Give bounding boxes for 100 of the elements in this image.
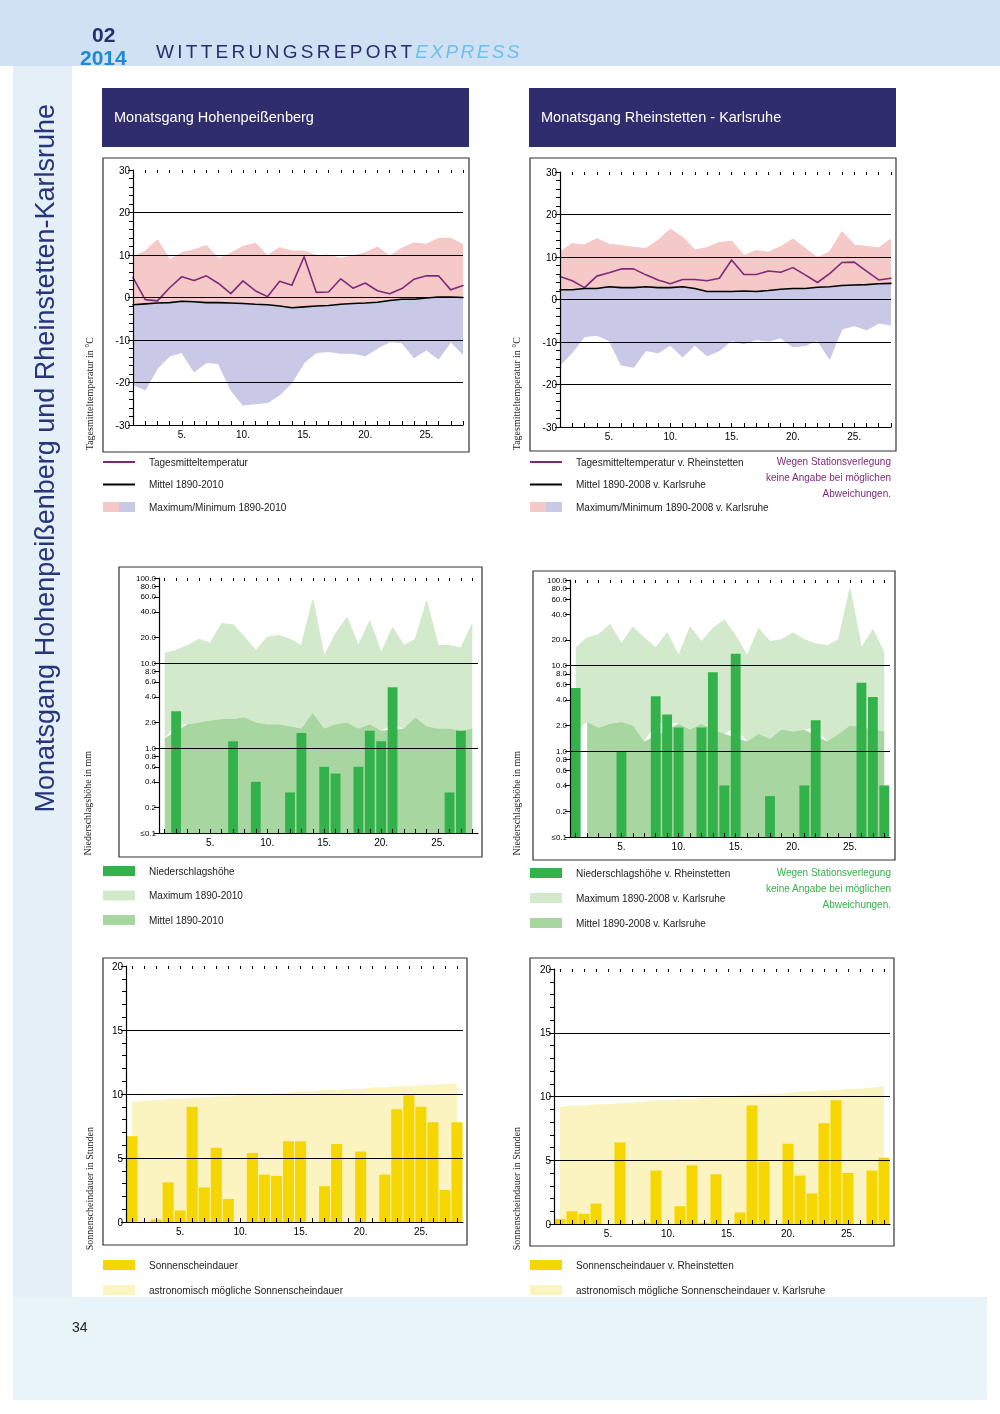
y-tick-label: 8.0 xyxy=(144,666,157,676)
y-tick-label: 20 xyxy=(111,960,124,972)
y-tick-label: 10 xyxy=(539,1091,552,1102)
y-tick-label: 20.0 xyxy=(140,632,157,642)
x-tick-label: 25. xyxy=(847,430,862,442)
y-tick-label: 10.0 xyxy=(551,661,568,671)
x-tick-label: 5. xyxy=(177,428,187,440)
y-axis-title: Sonnenscheindauer in Stunden xyxy=(84,1126,96,1250)
title-banner: Monatsgang Hohenpeißenberg xyxy=(102,88,469,147)
y-tick-label: 80.0 xyxy=(140,581,157,591)
x-tick-label: 15. xyxy=(728,840,743,852)
text: Monatsgang Hohenpeißenberg und Rheinstetten-Karlsruhe xyxy=(30,103,60,812)
y-tick-label: 30 xyxy=(118,164,131,176)
y-tick-label: 100.0 xyxy=(135,573,157,583)
y-tick-label: 10 xyxy=(118,249,131,261)
x-tick-label: 5. xyxy=(206,836,215,848)
x-tick-label: 5. xyxy=(175,1225,185,1237)
x-tick-label: 20. xyxy=(353,1225,368,1237)
legend-label: Niederschlagshöhe xyxy=(149,865,236,877)
y-tick-label: 60.0 xyxy=(551,594,568,604)
x-tick-label: 25. xyxy=(841,1227,855,1239)
legend-label: astronomisch mögliche Sonnenscheindauer v. Karlsruhe xyxy=(576,1284,826,1296)
y-tick-label: 6.0 xyxy=(144,677,157,687)
x-tick-label: 15. xyxy=(721,1227,735,1239)
x-tick-label: 25. xyxy=(419,428,434,440)
chart-title: Monatsgang Rheinstetten - Karlsruhe xyxy=(541,108,782,126)
y-tick-label: 2.0 xyxy=(555,721,568,731)
y-tick-label: 20.0 xyxy=(551,635,568,645)
y-tick-label: -20 xyxy=(542,379,558,390)
y-tick-label: 10.0 xyxy=(140,658,157,668)
legend-label: Sonnenscheindauer v. Rheinstetten xyxy=(576,1259,734,1271)
y-tick-label: 40.0 xyxy=(551,609,568,619)
y-axis-title: Tagesmitteltemperatur in °C xyxy=(511,336,523,450)
y-tick-label: 0.6 xyxy=(144,762,157,772)
x-tick-label: 20. xyxy=(358,428,373,440)
y-tick-label: 80.0 xyxy=(551,583,568,593)
x-tick-label: 10. xyxy=(260,836,275,848)
y-tick-label: 4.0 xyxy=(555,695,568,705)
y-tick-label: 2.0 xyxy=(144,717,157,727)
text: EXPRESS xyxy=(415,41,522,62)
y-tick-label: 0.8 xyxy=(144,751,157,761)
title-banner: Monatsgang Rheinstetten - Karlsruhe xyxy=(529,88,896,147)
x-tick-label: 25. xyxy=(413,1225,428,1237)
legend-label: Maximum 1890-2008 v. Karlsruhe xyxy=(576,892,726,904)
text: WITTERUNGSREPORT xyxy=(156,41,416,62)
x-tick-label: 20. xyxy=(785,840,800,852)
y-tick-label: ≤0.1 xyxy=(551,832,568,842)
x-tick-label: 10. xyxy=(661,1227,675,1239)
legend-label: Maximum/Minimum 1890-2008 v. Karlsruhe xyxy=(576,501,770,513)
legend-label: Tagesmitteltemperatur v. Rheinstetten xyxy=(576,456,744,468)
legend-label: astronomisch mögliche Sonnenscheindauer xyxy=(149,1284,344,1296)
y-tick-label: 100.0 xyxy=(546,575,568,585)
y-tick-label: 30 xyxy=(545,166,558,178)
legend-label: Mittel 1890-2008 v. Karlsruhe xyxy=(576,479,707,490)
x-tick-label: 25. xyxy=(431,836,446,848)
y-axis-title: Sonnenscheindauer in Stunden xyxy=(511,1126,523,1250)
x-tick-label: 15. xyxy=(293,1225,308,1237)
text: Wegen Stationsverlegung keine Angabe bei möglichen Abweichungen. xyxy=(764,866,891,912)
y-tick-label: 20 xyxy=(539,963,552,975)
y-tick-label: -30 xyxy=(115,419,131,431)
x-tick-label: 20. xyxy=(785,430,800,442)
x-tick-label: 10. xyxy=(663,430,678,442)
x-tick-label: 5. xyxy=(603,1227,613,1239)
legend-label: Sonnenscheindauer xyxy=(149,1259,239,1271)
text: 2014 xyxy=(80,46,127,69)
y-tick-label: 20 xyxy=(545,209,558,220)
x-tick-label: 10. xyxy=(671,840,686,852)
y-tick-label: -10 xyxy=(115,334,131,346)
y-tick-label: 60.0 xyxy=(140,592,157,602)
x-tick-label: 15. xyxy=(297,428,312,440)
text: 34 xyxy=(72,1318,88,1337)
y-tick-label: -10 xyxy=(542,336,558,348)
y-tick-label: ≤0.1 xyxy=(140,828,157,838)
y-tick-label: 15 xyxy=(111,1024,124,1036)
x-tick-label: 20. xyxy=(374,836,389,848)
y-tick-label: 40.0 xyxy=(140,607,157,617)
y-tick-label: -20 xyxy=(115,377,131,388)
legend-label: Mittel 1890-2008 v. Karlsruhe xyxy=(576,917,707,929)
x-tick-label: 10. xyxy=(233,1225,248,1237)
y-axis-title: Niederschlagshöhe in mm xyxy=(511,750,523,855)
y-tick-label: -30 xyxy=(542,421,558,433)
legend-label: Mittel 1890-2010 xyxy=(149,914,224,926)
legend-label: Mittel 1890-2010 xyxy=(149,479,224,490)
y-tick-label: 10 xyxy=(545,251,558,263)
x-tick-label: 5. xyxy=(604,430,614,442)
x-tick-label: 15. xyxy=(317,836,332,848)
y-tick-label: 10 xyxy=(111,1088,124,1100)
text: 02 xyxy=(92,23,116,46)
x-tick-label: 5. xyxy=(617,840,626,852)
y-axis-title: Tagesmitteltemperatur in °C xyxy=(84,336,96,450)
y-tick-label: 20 xyxy=(118,207,131,218)
y-axis-title: Niederschlagshöhe in mm xyxy=(82,750,94,855)
y-tick-label: 15 xyxy=(539,1027,552,1039)
x-tick-label: 25. xyxy=(843,840,857,852)
legend-label: Maximum/Minimum 1890-2010 xyxy=(149,501,287,513)
x-tick-label: 20. xyxy=(781,1227,795,1239)
legend-label: Maximum 1890-2010 xyxy=(149,890,244,901)
legend-label: Tagesmitteltemperatur xyxy=(149,456,249,468)
y-tick-label: 0.8 xyxy=(555,755,568,765)
x-tick-label: 10. xyxy=(236,428,250,440)
